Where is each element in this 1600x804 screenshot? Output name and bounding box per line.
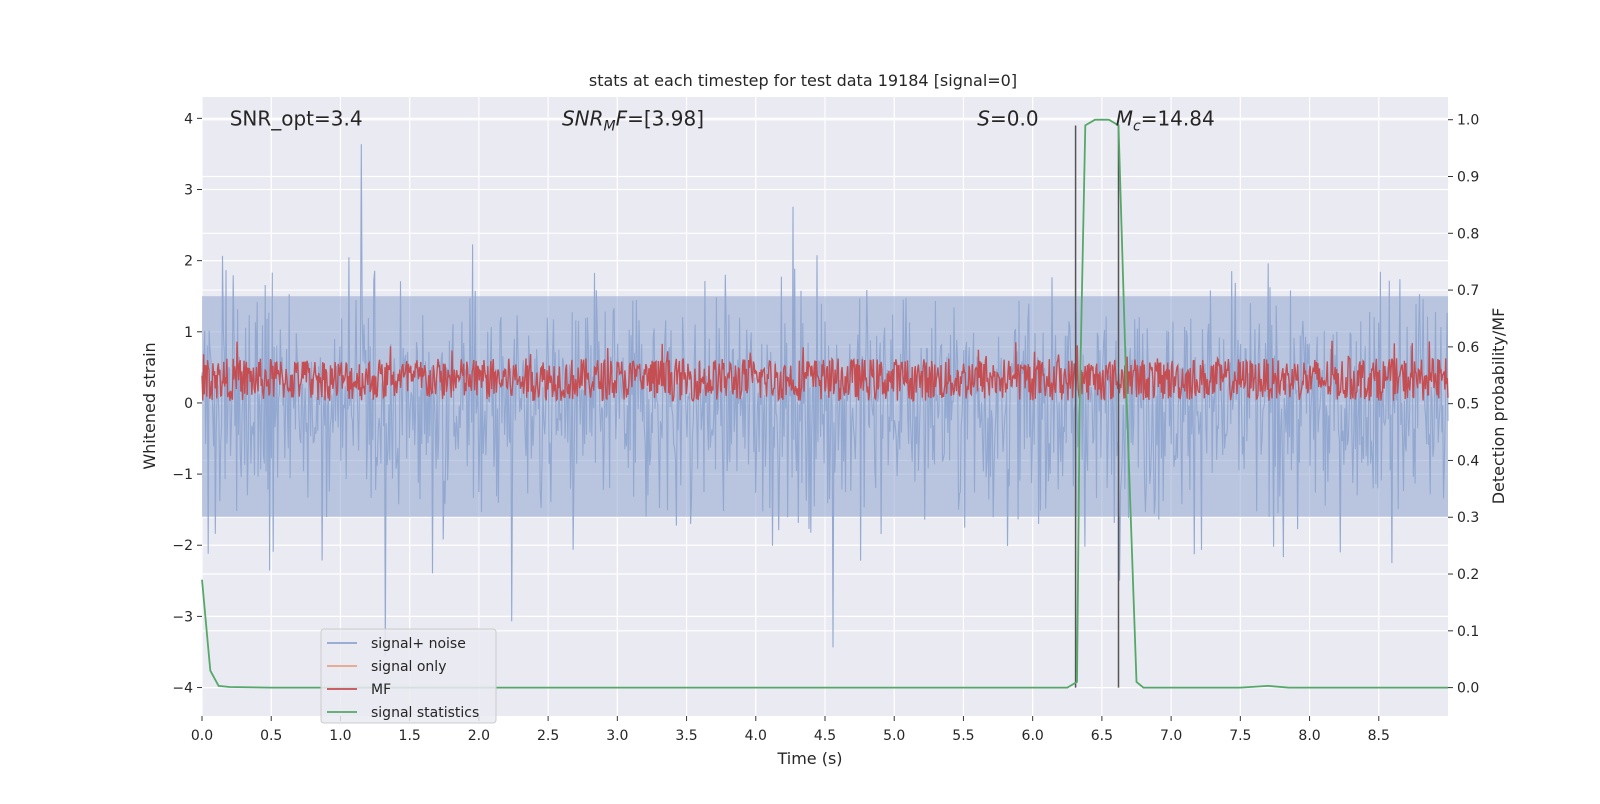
annotation-text: SNRMF=[3.98]	[562, 106, 704, 134]
x-tick-label: 7.5	[1229, 728, 1251, 744]
x-tick-label: 4.5	[814, 728, 836, 744]
legend-label: MF	[371, 682, 391, 698]
legend-label: signal only	[371, 659, 446, 675]
y2-tick-label: 0.2	[1457, 567, 1479, 583]
y-tick-label: 2	[184, 254, 193, 270]
series-signal-statistics	[201, 118, 1448, 689]
annotation-text: S=0.0	[977, 106, 1038, 130]
x-tick-label: 1.0	[329, 728, 351, 744]
y2-tick-label: 0.4	[1457, 453, 1479, 469]
x-tick-label: 3.5	[675, 728, 697, 744]
series-signal-noise	[201, 144, 1449, 657]
x-tick-label: 0.5	[260, 728, 282, 744]
y-tick-label: 3	[184, 182, 193, 198]
annotations: SNR_opt=3.4 SNRMF=[3.98] S=0.0 Mc=14.84	[230, 106, 1215, 134]
y2-tick-label: 0.7	[1457, 283, 1479, 299]
y-tick-label: 1	[184, 325, 193, 341]
y2-tick-label: 0.6	[1457, 340, 1479, 356]
x-tick-label: 7.0	[1160, 728, 1182, 744]
mf-line	[201, 340, 1449, 403]
y2-tick-label: 0.9	[1457, 170, 1479, 186]
x-tick-label: 4.0	[745, 728, 767, 744]
x-tick-label: 2.0	[468, 728, 490, 744]
x-tick-label: 8.0	[1298, 728, 1320, 744]
x-axis: 0.0 0.5 1.0 1.5 2.0 2.5 3.0 3.5 4.0 4.5 5.0 5.5 6.0 6…	[191, 716, 1390, 744]
x-tick-label: 5.5	[952, 728, 974, 744]
x-tick-label: 5.0	[883, 728, 905, 744]
series-mf	[201, 340, 1449, 403]
vertical-markers	[1074, 125, 1120, 688]
y2-tick-label: 0.1	[1457, 624, 1479, 640]
y-tick-label: −3	[172, 609, 193, 625]
y-axis-left: 4 3 2 1 0 −1 −2 −3 −4	[172, 111, 202, 697]
noise-core-band	[202, 296, 1448, 517]
y2-tick-label: 0.0	[1457, 681, 1479, 697]
legend: signal+ noise signal only MF signal statist…	[320, 628, 497, 724]
x-tick-label: 2.5	[537, 728, 559, 744]
y2-tick-label: 0.8	[1457, 226, 1479, 242]
x-tick-label: 1.5	[399, 728, 421, 744]
y-tick-label: 0	[184, 396, 193, 412]
legend-label: signal statistics	[371, 705, 479, 721]
y-tick-label: −2	[172, 538, 193, 554]
y-tick-label: 4	[184, 111, 193, 127]
x-tick-label: 8.5	[1368, 728, 1390, 744]
legend-label: signal+ noise	[371, 636, 466, 652]
x-tick-label: 6.5	[1091, 728, 1113, 744]
legend-box	[320, 628, 497, 724]
chart-title: stats at each timestep for test data 191…	[589, 71, 1017, 90]
x-tick-label: 0.0	[191, 728, 213, 744]
annotation-text: Mc=14.84	[1116, 106, 1215, 134]
y2-tick-label: 0.3	[1457, 510, 1479, 526]
signal-statistics-line	[201, 118, 1448, 689]
x-tick-label: 3.0	[606, 728, 628, 744]
x-axis-label: Time (s)	[776, 749, 842, 768]
y-tick-label: −1	[172, 467, 193, 483]
x-tick-label: 6.0	[1022, 728, 1044, 744]
y-axis-right: 1.0 0.9 0.8 0.7 0.6 0.5 0.4 0.3 0.2 0.1 0.0	[1448, 113, 1479, 697]
y2-axis-label: Detection probability/MF	[1489, 308, 1508, 505]
y-tick-label: −4	[172, 681, 193, 697]
y2-tick-label: 1.0	[1457, 113, 1479, 129]
annotation-text: SNR_opt=3.4	[230, 106, 363, 130]
y-axis-label: Whitened strain	[140, 342, 159, 469]
y2-tick-label: 0.5	[1457, 397, 1479, 413]
